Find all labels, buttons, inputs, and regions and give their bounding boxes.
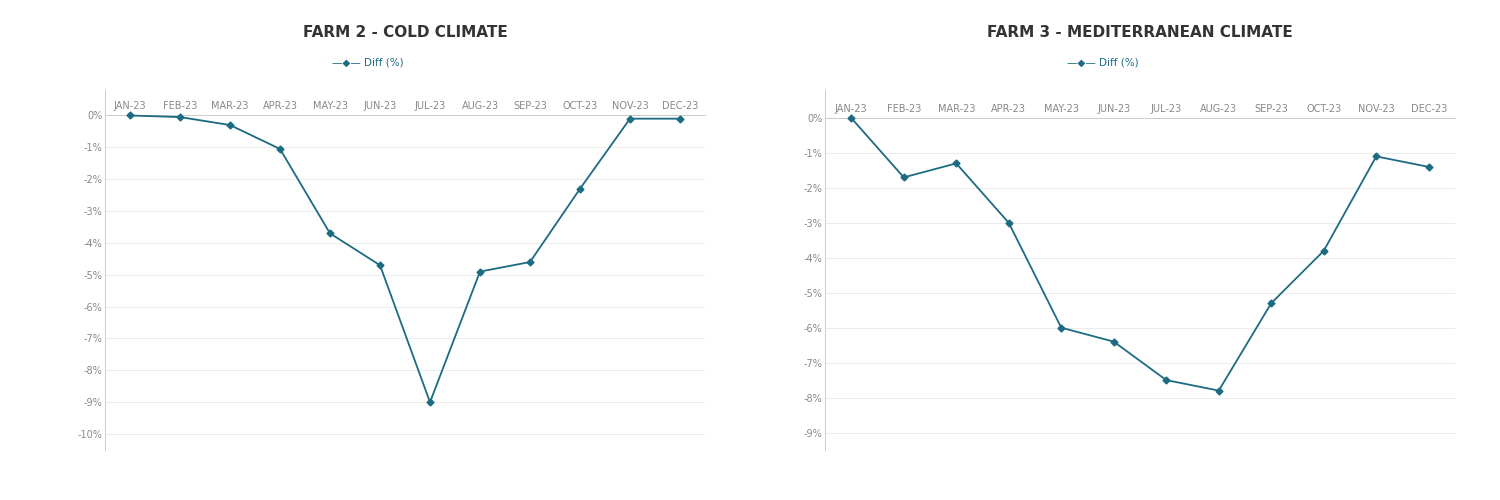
Text: FARM 2 - COLD CLIMATE: FARM 2 - COLD CLIMATE [303, 25, 507, 40]
Line: Diff (%): Diff (%) [128, 113, 682, 405]
Text: FARM 3 - MEDITERRANEAN CLIMATE: FARM 3 - MEDITERRANEAN CLIMATE [987, 25, 1293, 40]
Diff (%) [272, 146, 290, 152]
Text: —◆— Diff (%): —◆— Diff (%) [1066, 58, 1138, 68]
Diff (%) [122, 112, 140, 118]
Diff (%) [1209, 388, 1227, 394]
Diff (%) [621, 116, 639, 121]
Diff (%) [321, 230, 339, 236]
FancyBboxPatch shape [796, 26, 1468, 474]
Diff (%) [471, 268, 489, 274]
Diff (%) [220, 122, 238, 128]
Diff (%) [171, 114, 189, 120]
FancyBboxPatch shape [62, 26, 734, 474]
Diff (%) [1314, 248, 1332, 254]
Diff (%) [843, 115, 861, 121]
Diff (%) [370, 262, 388, 268]
Diff (%) [948, 160, 966, 166]
Diff (%) [1053, 324, 1071, 330]
Diff (%) [1104, 338, 1122, 344]
Line: Diff (%): Diff (%) [849, 116, 1431, 393]
Diff (%) [572, 186, 590, 192]
Diff (%) [894, 174, 912, 180]
Diff (%) [422, 399, 440, 405]
Diff (%) [1262, 300, 1280, 306]
Diff (%) [670, 116, 688, 121]
Diff (%) [520, 259, 538, 265]
Diff (%) [1158, 377, 1176, 383]
Diff (%) [999, 220, 1017, 226]
Diff (%) [1419, 164, 1437, 170]
Text: —◆— Diff (%): —◆— Diff (%) [332, 58, 404, 68]
Diff (%) [1368, 154, 1386, 160]
